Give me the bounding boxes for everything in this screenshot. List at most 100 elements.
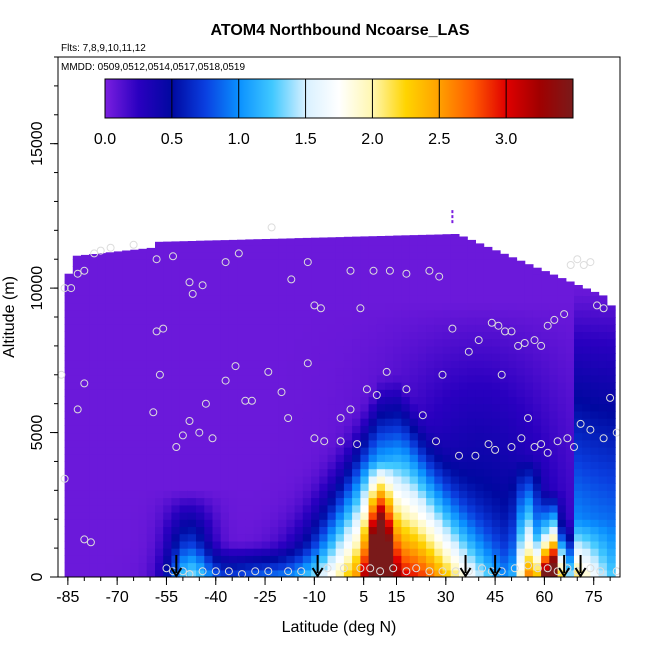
heatmap-cell bbox=[574, 475, 583, 484]
heatmap-cell bbox=[368, 266, 378, 275]
heatmap-cell bbox=[541, 454, 550, 462]
heatmap-cell bbox=[376, 396, 386, 405]
heatmap-cell bbox=[228, 403, 238, 412]
colorbar-tick-label: 1.0 bbox=[228, 131, 250, 148]
heatmap-cell bbox=[146, 273, 156, 282]
heatmap-cell bbox=[393, 273, 402, 282]
heatmap-cell bbox=[426, 512, 435, 520]
heatmap-cell bbox=[311, 432, 320, 441]
chart-subtitle-flights: Flts: 7,8,9,10,11,12 bbox=[61, 43, 146, 54]
heatmap-cell bbox=[113, 252, 123, 260]
heatmap-cell bbox=[97, 317, 107, 325]
heatmap-cell bbox=[72, 497, 82, 506]
heatmap-cell bbox=[228, 468, 238, 477]
heatmap-cell bbox=[450, 403, 460, 412]
heatmap-cell bbox=[81, 403, 90, 412]
heatmap-cell bbox=[500, 461, 509, 470]
heatmap-cell bbox=[409, 252, 419, 260]
heatmap-cell bbox=[549, 447, 559, 455]
heatmap-cell bbox=[426, 555, 435, 564]
heatmap-cell bbox=[508, 309, 518, 318]
heatmap-cell bbox=[574, 432, 583, 441]
heatmap-cell bbox=[196, 483, 205, 491]
heatmap-cell bbox=[574, 389, 583, 397]
data-point bbox=[208, 434, 217, 443]
heatmap-cell bbox=[450, 468, 460, 477]
heatmap-cell bbox=[327, 237, 337, 239]
heatmap-cell bbox=[500, 526, 509, 535]
heatmap-cell bbox=[278, 512, 287, 520]
heatmap-cell bbox=[220, 244, 230, 253]
heatmap-cell bbox=[302, 295, 312, 304]
heatmap-cell bbox=[524, 273, 534, 282]
heatmap-cell bbox=[245, 244, 255, 253]
heatmap-cell bbox=[368, 425, 378, 434]
heatmap-cell bbox=[155, 468, 164, 477]
heatmap-cell bbox=[557, 468, 567, 477]
heatmap-cell bbox=[352, 519, 361, 527]
heatmap-cell bbox=[245, 562, 255, 571]
heatmap-cell bbox=[105, 266, 115, 275]
data-point bbox=[320, 437, 329, 446]
heatmap-cell bbox=[81, 526, 90, 535]
heatmap-cell bbox=[491, 266, 501, 275]
heatmap-cell bbox=[508, 367, 518, 376]
heatmap-cell bbox=[72, 468, 82, 477]
heatmap-cell bbox=[450, 512, 460, 520]
heatmap-cell bbox=[146, 512, 156, 520]
heatmap-cell bbox=[598, 447, 608, 455]
heatmap-cell bbox=[385, 389, 394, 397]
heatmap-cell bbox=[171, 475, 181, 484]
heatmap-cell bbox=[138, 360, 148, 369]
heatmap-cell bbox=[163, 367, 172, 376]
heatmap-cell bbox=[574, 410, 583, 419]
heatmap-cell bbox=[574, 439, 583, 448]
heatmap-cell bbox=[261, 526, 271, 535]
heatmap-cell bbox=[541, 271, 550, 275]
heatmap-cell bbox=[319, 468, 329, 477]
heatmap-cell bbox=[319, 418, 329, 426]
heatmap-cell bbox=[467, 280, 476, 289]
heatmap-cell bbox=[204, 439, 214, 448]
heatmap-cell bbox=[360, 447, 370, 455]
heatmap-cell bbox=[327, 418, 337, 426]
data-point bbox=[484, 440, 493, 449]
heatmap-cell bbox=[483, 497, 493, 506]
heatmap-cell bbox=[335, 403, 345, 412]
heatmap-cell bbox=[212, 540, 222, 549]
heatmap-cell bbox=[606, 569, 616, 577]
heatmap-cell bbox=[196, 497, 205, 506]
heatmap-cell bbox=[237, 302, 246, 311]
heatmap-cell bbox=[253, 396, 263, 405]
heatmap-cell bbox=[220, 403, 230, 412]
heatmap-cell bbox=[434, 345, 444, 354]
heatmap-cell bbox=[459, 439, 468, 448]
heatmap-cell bbox=[434, 353, 444, 361]
heatmap-cell bbox=[360, 302, 370, 311]
heatmap-cell bbox=[138, 490, 148, 499]
heatmap-cell bbox=[155, 288, 164, 296]
heatmap-cell bbox=[343, 309, 353, 318]
heatmap-cell bbox=[72, 410, 82, 419]
heatmap-cell bbox=[565, 555, 575, 564]
heatmap-cell bbox=[360, 259, 370, 267]
heatmap-cell bbox=[311, 324, 320, 332]
heatmap-cell bbox=[606, 331, 616, 340]
data-point bbox=[80, 535, 89, 544]
heatmap-cell bbox=[97, 526, 107, 535]
heatmap-cell bbox=[516, 497, 526, 506]
heatmap-cell bbox=[401, 533, 411, 542]
heatmap-cell bbox=[163, 483, 172, 491]
heatmap-cell bbox=[130, 288, 140, 296]
heatmap-cell bbox=[97, 338, 107, 347]
heatmap-cell bbox=[89, 367, 98, 376]
heatmap-cell bbox=[253, 504, 263, 513]
heatmap-cell bbox=[171, 288, 181, 296]
heatmap-cell bbox=[286, 367, 296, 376]
heatmap-cell bbox=[113, 432, 123, 441]
heatmap-cell bbox=[393, 396, 402, 405]
heatmap-cell bbox=[122, 512, 131, 520]
heatmap-cell bbox=[245, 259, 255, 267]
heatmap-cell bbox=[508, 519, 518, 527]
heatmap-cell bbox=[532, 519, 542, 527]
